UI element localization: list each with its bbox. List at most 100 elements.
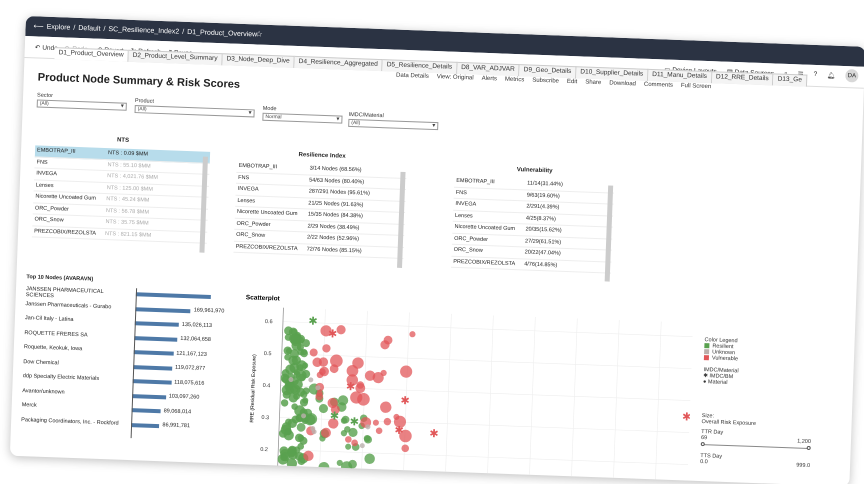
- subscribe-button[interactable]: Subscribe: [532, 77, 560, 85]
- scatter-point[interactable]: [291, 355, 301, 365]
- scatter-point[interactable]: [296, 387, 306, 397]
- scatter-point[interactable]: [308, 377, 314, 383]
- scatter-point[interactable]: [327, 397, 338, 409]
- scatter-point[interactable]: [284, 353, 291, 361]
- scatter-point[interactable]: [294, 405, 306, 417]
- scatter-point-imdc[interactable]: ✱: [328, 327, 338, 340]
- bar[interactable]: [133, 364, 173, 371]
- bar[interactable]: [135, 306, 191, 313]
- tab-d4[interactable]: D4_Resilience_Aggregated: [294, 55, 383, 72]
- scatter-point[interactable]: [363, 435, 371, 442]
- scatter-point[interactable]: [336, 459, 343, 466]
- scatter-point[interactable]: [288, 392, 299, 403]
- scatter-point[interactable]: [375, 427, 383, 435]
- scatter-point[interactable]: [297, 457, 306, 466]
- scatter-point[interactable]: [383, 335, 393, 345]
- scatter-point[interactable]: [344, 426, 351, 433]
- scatter-point[interactable]: [284, 333, 292, 341]
- scatter-point[interactable]: [291, 415, 300, 424]
- scatter-point[interactable]: [393, 413, 400, 420]
- bar[interactable]: [131, 422, 160, 428]
- scatter-point-imdc[interactable]: ✱: [330, 409, 340, 422]
- metrics-button[interactable]: Metrics: [504, 76, 525, 84]
- scatter-point[interactable]: [309, 348, 318, 357]
- scatter-point[interactable]: [293, 369, 300, 376]
- ttr-handle-min[interactable]: [700, 442, 705, 447]
- scatter-point[interactable]: [296, 422, 306, 432]
- tab-d8[interactable]: D8_VAR_ADJVAR: [456, 61, 520, 77]
- bar[interactable]: [135, 292, 211, 299]
- favorite-star-icon[interactable]: ☆: [255, 29, 263, 39]
- scatter-point[interactable]: [280, 424, 291, 435]
- scatter-point[interactable]: [288, 377, 294, 383]
- scatter-point[interactable]: [350, 391, 363, 404]
- scatter-point[interactable]: [290, 333, 302, 345]
- scatter-point[interactable]: [303, 450, 314, 462]
- scatter-point[interactable]: [316, 390, 323, 397]
- scatter-point[interactable]: [328, 418, 339, 429]
- scatter-point[interactable]: [351, 439, 358, 447]
- bar[interactable]: [133, 350, 174, 356]
- scatter-point[interactable]: [283, 346, 292, 355]
- scatter-point[interactable]: [355, 383, 366, 394]
- scatter-point[interactable]: [400, 365, 413, 378]
- scatter-point[interactable]: [318, 357, 329, 367]
- breadcrumb-workbook[interactable]: SC_Resilience_Index2: [108, 25, 180, 36]
- breadcrumb-explore[interactable]: Explore: [46, 23, 71, 32]
- scatter-point[interactable]: [302, 362, 309, 369]
- scatterplot[interactable]: 0.6 0.5 0.4 0.3 0.2 ✱ ✱ ✱ ✱ ✱ ✱ ✱ ✱ ✱: [238, 306, 694, 482]
- tab-d5[interactable]: D5_Resilience_Details: [382, 59, 458, 74]
- scatter-point[interactable]: [383, 417, 392, 426]
- tab-d1[interactable]: D1_Product_Overview: [54, 47, 129, 62]
- scatter-point[interactable]: [341, 415, 350, 424]
- edit-button[interactable]: Edit: [566, 78, 578, 86]
- scatter-point[interactable]: [319, 366, 329, 377]
- comments-button[interactable]: Comments: [643, 81, 674, 89]
- tab-d12[interactable]: D12_RRE_Details: [711, 71, 774, 86]
- scatter-point[interactable]: [311, 429, 317, 435]
- tab-d11[interactable]: D11_Manu_Details: [647, 68, 713, 84]
- scatter-point[interactable]: [345, 443, 352, 450]
- scatter-point[interactable]: [372, 419, 379, 426]
- scatter-point[interactable]: [348, 427, 358, 438]
- scatter-point[interactable]: [365, 424, 371, 430]
- scatter-point[interactable]: [280, 399, 289, 407]
- scatter-point[interactable]: [285, 364, 296, 375]
- back-icon[interactable]: ⟵: [33, 23, 44, 31]
- scatter-point[interactable]: [336, 325, 346, 335]
- tab-d3[interactable]: D3_Node_Deep_Dive: [222, 53, 295, 68]
- scatter-point[interactable]: [290, 328, 298, 336]
- filter-mode-select[interactable]: Normal: [262, 112, 343, 124]
- ttr-slider[interactable]: 69 1,200: [700, 435, 811, 453]
- scatter-point-imdc[interactable]: ✱: [394, 424, 404, 437]
- scatter-point[interactable]: [301, 413, 307, 419]
- scatter-point[interactable]: [372, 372, 384, 384]
- scatter-point-imdc[interactable]: ✱: [400, 394, 410, 407]
- scatter-point[interactable]: [320, 427, 331, 438]
- scatter-point[interactable]: [345, 436, 352, 443]
- view-original-button[interactable]: View: Original: [436, 74, 474, 82]
- scatter-point[interactable]: [301, 339, 311, 348]
- tab-d2[interactable]: D2_Product_Level_Summary: [128, 49, 223, 66]
- scatter-point[interactable]: [399, 429, 412, 443]
- scatter-point-imdc[interactable]: ✱: [350, 415, 360, 428]
- scatter-point-imdc[interactable]: ✱: [346, 380, 356, 393]
- scatter-point[interactable]: [330, 354, 343, 368]
- scatter-point[interactable]: [409, 331, 416, 338]
- share-button[interactable]: Share: [585, 79, 602, 87]
- full-screen-button[interactable]: Full Screen: [680, 83, 712, 91]
- breadcrumb-default[interactable]: Default: [78, 24, 101, 33]
- scatter-point-imdc[interactable]: ✱: [308, 315, 318, 328]
- scatter-point-imdc[interactable]: ✱: [682, 410, 692, 423]
- bar[interactable]: [134, 335, 178, 342]
- data-details-button[interactable]: Data Details: [395, 72, 429, 80]
- scatter-point[interactable]: [297, 443, 305, 450]
- bar[interactable]: [134, 321, 179, 327]
- scatter-point[interactable]: [315, 385, 321, 391]
- scatter-point[interactable]: [352, 357, 364, 369]
- scatter-point[interactable]: [322, 344, 331, 353]
- bar[interactable]: [131, 408, 161, 414]
- scatter-point[interactable]: [320, 325, 332, 337]
- scatter-point[interactable]: [364, 370, 376, 381]
- scatter-point[interactable]: [318, 404, 329, 414]
